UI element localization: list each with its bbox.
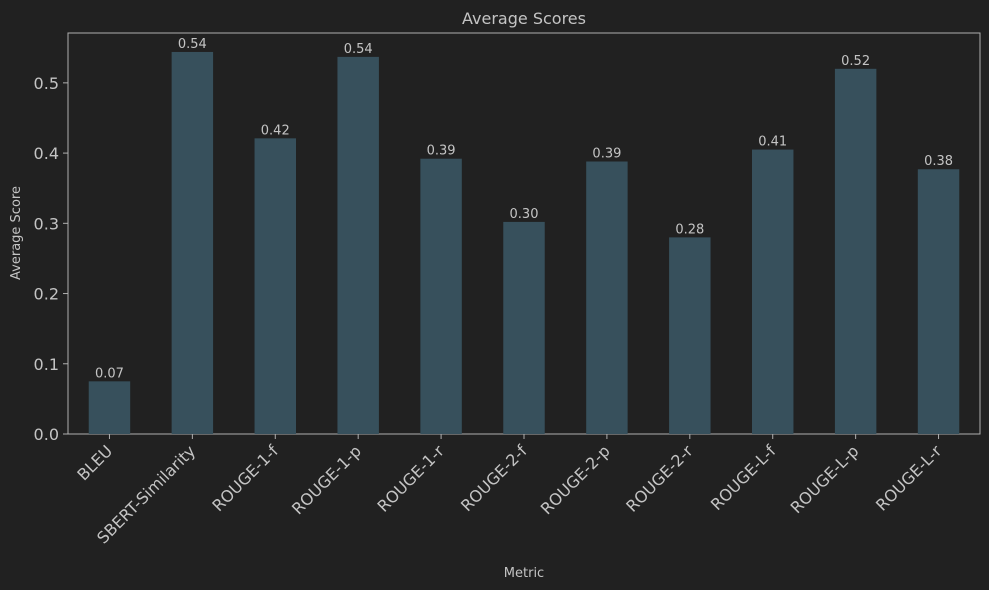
bar-bleu — [88, 381, 131, 434]
bar-rouge-2-r — [669, 237, 711, 434]
x-tick-label: ROUGE-L-p — [787, 441, 863, 517]
bar-value-label: 0.52 — [841, 54, 870, 69]
bar-value-label: 0.54 — [178, 37, 207, 52]
y-axis-label: Average Score — [9, 186, 24, 280]
x-tick-label: ROUGE-2-p — [537, 441, 614, 518]
bar-rouge-l-r — [917, 169, 960, 434]
y-tick-label: 0.0 — [34, 425, 59, 444]
bar-rouge-2-f — [503, 221, 545, 434]
bar-sbert-similarity — [171, 51, 214, 434]
bar-value-label: 0.38 — [924, 154, 953, 169]
bar-value-label: 0.07 — [95, 366, 124, 381]
x-tick-label: ROUGE-1-f — [208, 441, 282, 515]
y-tick-label: 0.3 — [34, 214, 59, 233]
x-tick-label: ROUGE-1-p — [288, 441, 365, 518]
bar-value-label: 0.41 — [758, 135, 787, 150]
bar-rouge-1-f — [254, 138, 296, 435]
bar-rouge-2-p — [586, 161, 628, 434]
bar-value-labels: 0.07 0.54 0.42 0.54 0.39 0.30 0.39 0.28 0.41 0.52… — [95, 37, 953, 381]
x-tick-label: BLEU — [73, 441, 116, 484]
x-tick-label: ROUGE-2-f — [457, 441, 531, 515]
x-tick-label: ROUGE-L-f — [707, 441, 780, 514]
bar-rouge-1-r — [420, 158, 462, 435]
bar-rouge-l-f — [752, 149, 794, 434]
bar-value-label: 0.39 — [427, 144, 456, 159]
chart-title: Average Scores — [462, 9, 586, 28]
x-axis-label: Metric — [504, 566, 544, 581]
bar-value-label: 0.39 — [592, 147, 621, 162]
y-tick-label: 0.2 — [34, 285, 59, 304]
y-tick-label: 0.4 — [34, 144, 59, 163]
bars — [88, 51, 960, 435]
y-tick-label: 0.1 — [34, 355, 59, 374]
x-tick-label: ROUGE-1-r — [374, 441, 449, 516]
bar-value-label: 0.54 — [344, 42, 373, 57]
y-axis: 0.0 0.1 0.2 0.3 0.4 0.5 — [34, 74, 68, 444]
x-tick-label: ROUGE-2-r — [622, 441, 697, 516]
bar-rouge-1-p — [337, 56, 379, 434]
bar-rouge-l-p — [834, 68, 877, 435]
x-tick-label: ROUGE-L-r — [872, 441, 946, 515]
bar-value-label: 0.28 — [675, 222, 704, 237]
plot-area: 0.07 0.54 0.42 0.54 0.39 0.30 0.39 0.28 0.41 0.52… — [67, 32, 981, 435]
y-tick-label: 0.5 — [34, 74, 59, 93]
bar-value-label: 0.42 — [261, 123, 290, 138]
bar-value-label: 0.30 — [510, 207, 539, 222]
